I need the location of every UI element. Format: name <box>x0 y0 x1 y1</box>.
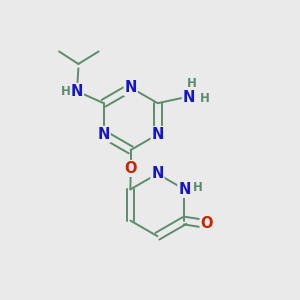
Text: N: N <box>178 182 190 197</box>
Text: H: H <box>187 77 197 90</box>
Text: H: H <box>61 85 70 98</box>
Text: O: O <box>200 216 213 231</box>
Text: N: N <box>151 166 164 181</box>
Text: N: N <box>183 90 195 105</box>
Text: N: N <box>98 127 110 142</box>
Text: N: N <box>71 84 83 99</box>
Text: O: O <box>124 161 137 176</box>
Text: H: H <box>200 92 209 105</box>
Text: N: N <box>152 127 164 142</box>
Text: H: H <box>193 182 203 194</box>
Text: N: N <box>124 80 137 95</box>
